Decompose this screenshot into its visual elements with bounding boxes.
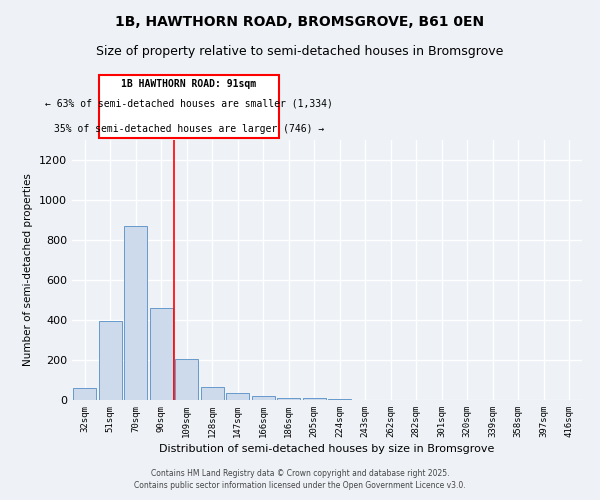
Bar (150, 308, 173, 400)
Bar (201, 387, 224, 400)
Bar (328, 399, 351, 400)
Text: Contains public sector information licensed under the Open Government Licence v3: Contains public sector information licen… (134, 481, 466, 490)
Text: Size of property relative to semi-detached houses in Bromsgrove: Size of property relative to semi-detach… (97, 45, 503, 58)
Bar (99, 321, 122, 400)
Text: ← 63% of semi-detached houses are smaller (1,334): ← 63% of semi-detached houses are smalle… (45, 99, 332, 109)
Bar (226, 393, 249, 400)
Bar (277, 398, 300, 400)
X-axis label: Distribution of semi-detached houses by size in Bromsgrove: Distribution of semi-detached houses by … (160, 444, 494, 454)
Text: Contains HM Land Registry data © Crown copyright and database right 2025.: Contains HM Land Registry data © Crown c… (151, 468, 449, 477)
Bar (73, 388, 96, 400)
Text: 35% of semi-detached houses are larger (746) →: 35% of semi-detached houses are larger (… (53, 124, 324, 134)
Bar (124, 226, 147, 400)
Y-axis label: Number of semi-detached properties: Number of semi-detached properties (23, 174, 34, 366)
Text: 1B, HAWTHORN ROAD, BROMSGROVE, B61 0EN: 1B, HAWTHORN ROAD, BROMSGROVE, B61 0EN (115, 15, 485, 29)
Bar (252, 396, 275, 400)
Text: 1B HAWTHORN ROAD: 91sqm: 1B HAWTHORN ROAD: 91sqm (121, 79, 256, 89)
Bar (303, 398, 326, 400)
Bar (175, 359, 198, 400)
